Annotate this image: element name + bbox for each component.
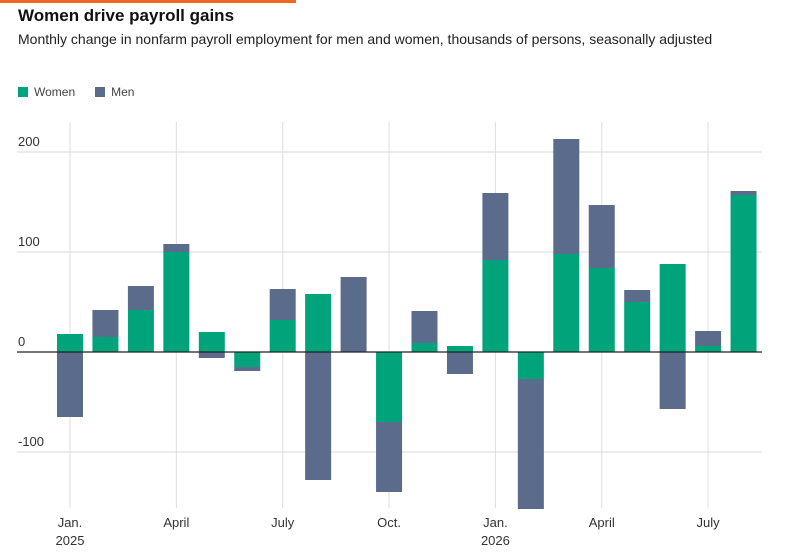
- bar-men-11: [446, 352, 473, 374]
- x-tick-label: April: [163, 515, 189, 530]
- y-tick-label: -100: [18, 434, 44, 449]
- bar-men-3: [163, 244, 190, 252]
- chart-subtitle: Monthly change in nonfarm payroll employ…: [18, 31, 713, 47]
- x-tick-label-year: 2026: [481, 533, 510, 548]
- bar-men-14: [553, 139, 580, 254]
- bar-men-8: [340, 277, 367, 352]
- bar-women-4: [198, 332, 225, 352]
- bar-women-5: [234, 352, 261, 367]
- bar-women-11: [446, 346, 473, 352]
- bar-men-16: [624, 290, 651, 302]
- bar-women-18: [695, 346, 722, 352]
- bar-men-10: [411, 311, 438, 343]
- x-tick-label: Oct.: [377, 515, 401, 530]
- bar-men-1: [92, 310, 119, 337]
- y-tick-label: 0: [18, 334, 25, 349]
- bar-men-13: [517, 379, 544, 509]
- legend-swatch-women: [18, 87, 28, 97]
- x-tick-label: July: [271, 515, 295, 530]
- bar-men-19: [730, 191, 757, 195]
- x-tick-label: July: [697, 515, 721, 530]
- legend-item-women: Women: [18, 85, 75, 99]
- chart-title: Women drive payroll gains: [18, 6, 235, 25]
- bar-men-18: [695, 331, 722, 346]
- bar-women-1: [92, 337, 119, 352]
- bar-women-19: [730, 195, 757, 352]
- bar-women-7: [305, 294, 332, 352]
- bar-women-6: [269, 320, 296, 352]
- bar-women-12: [482, 260, 509, 352]
- bar-men-6: [269, 289, 296, 320]
- bar-women-3: [163, 252, 190, 352]
- bar-men-4: [198, 352, 225, 358]
- y-tick-label: 200: [18, 134, 40, 149]
- legend: Women Men: [18, 85, 134, 99]
- bar-men-0: [57, 352, 83, 417]
- y-tick-label: 100: [18, 234, 40, 249]
- bar-women-13: [517, 352, 544, 379]
- bar-women-16: [624, 302, 651, 352]
- bar-men-2: [127, 286, 154, 310]
- bar-women-9: [376, 352, 403, 422]
- bar-women-0: [57, 334, 83, 352]
- bar-men-17: [659, 352, 686, 409]
- x-tick-label: April: [589, 515, 615, 530]
- bar-women-10: [411, 343, 438, 352]
- bar-men-9: [376, 422, 403, 492]
- legend-item-men: Men: [95, 85, 134, 99]
- bar-men-7: [305, 352, 332, 480]
- x-tick-label: Jan.: [483, 515, 508, 530]
- bar-women-15: [588, 268, 615, 352]
- bar-men-5: [234, 367, 261, 371]
- legend-swatch-men: [95, 87, 106, 97]
- legend-label-men: Men: [111, 85, 135, 99]
- accent-bar: [0, 0, 296, 3]
- bar-men-15: [588, 205, 615, 268]
- bar-women-17: [659, 264, 686, 352]
- bar-men-12: [482, 193, 509, 260]
- x-tick-label-year: 2025: [56, 533, 85, 548]
- legend-label-women: Women: [34, 85, 76, 99]
- x-tick-label: Jan.: [58, 515, 83, 530]
- bar-women-2: [127, 310, 154, 352]
- bar-women-14: [553, 254, 580, 352]
